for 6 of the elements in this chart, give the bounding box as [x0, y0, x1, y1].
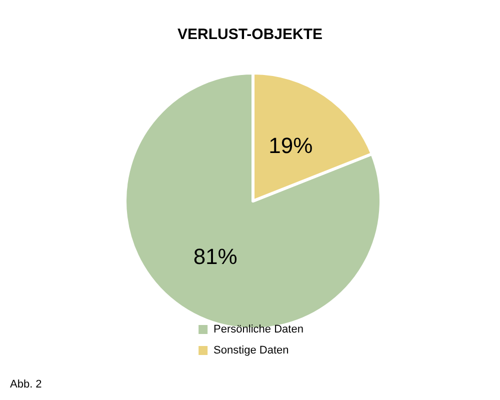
- legend-label: Persönliche Daten: [214, 324, 304, 336]
- legend-label: Sonstige Daten: [214, 344, 289, 356]
- caption: Abb. 2: [10, 378, 42, 390]
- data-label: 19%: [268, 133, 313, 158]
- data-label: 81%: [193, 244, 238, 269]
- chart-title: VERLUST-OBJEKTE: [177, 26, 323, 43]
